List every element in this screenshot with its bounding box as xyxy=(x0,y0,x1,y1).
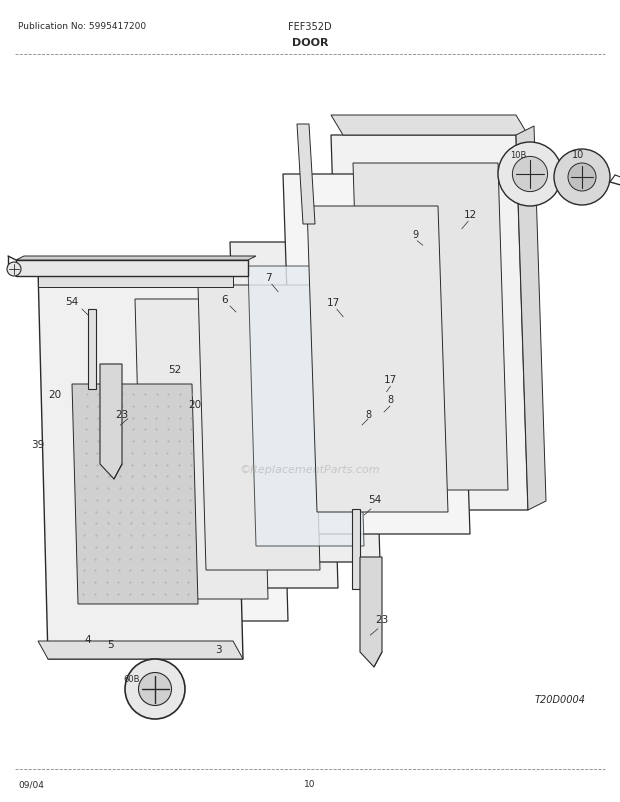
Circle shape xyxy=(554,150,610,206)
Polygon shape xyxy=(352,509,360,589)
Text: 54: 54 xyxy=(65,297,79,306)
Text: 10: 10 xyxy=(572,150,584,160)
Text: 20: 20 xyxy=(48,390,61,399)
Circle shape xyxy=(512,157,547,192)
Polygon shape xyxy=(88,310,96,390)
Text: 12: 12 xyxy=(463,210,477,220)
Polygon shape xyxy=(248,267,364,546)
Polygon shape xyxy=(38,265,243,269)
Text: 6: 6 xyxy=(222,294,228,305)
Circle shape xyxy=(7,263,21,277)
Polygon shape xyxy=(283,175,470,534)
Text: 8: 8 xyxy=(365,410,371,419)
Polygon shape xyxy=(516,127,546,510)
Polygon shape xyxy=(38,269,233,288)
Polygon shape xyxy=(297,125,315,225)
Polygon shape xyxy=(230,243,380,562)
Polygon shape xyxy=(307,207,448,512)
Text: 54: 54 xyxy=(368,494,382,504)
Text: DOOR: DOOR xyxy=(292,38,328,48)
Text: 52: 52 xyxy=(169,365,182,375)
Polygon shape xyxy=(135,300,268,599)
Polygon shape xyxy=(331,136,528,510)
Text: 8: 8 xyxy=(387,395,393,404)
Polygon shape xyxy=(331,115,528,136)
Polygon shape xyxy=(353,164,508,490)
Text: 4: 4 xyxy=(85,634,91,644)
Text: 17: 17 xyxy=(326,298,340,308)
Text: 39: 39 xyxy=(32,439,45,449)
Text: 23: 23 xyxy=(375,614,389,624)
Polygon shape xyxy=(16,261,248,277)
Polygon shape xyxy=(113,267,288,622)
Polygon shape xyxy=(38,269,243,659)
Circle shape xyxy=(138,673,172,706)
Text: 10: 10 xyxy=(304,780,316,788)
Text: 09/04: 09/04 xyxy=(18,780,44,788)
Polygon shape xyxy=(198,286,320,570)
Text: 10B: 10B xyxy=(510,150,526,160)
Text: 9: 9 xyxy=(412,229,418,240)
Text: T20D0004: T20D0004 xyxy=(534,695,585,704)
Text: ©ReplacementParts.com: ©ReplacementParts.com xyxy=(240,464,380,475)
Polygon shape xyxy=(72,384,198,604)
Text: 23: 23 xyxy=(115,410,128,419)
Text: 3: 3 xyxy=(215,644,221,654)
Circle shape xyxy=(568,164,596,192)
Text: 17: 17 xyxy=(383,375,397,384)
Text: 20: 20 xyxy=(188,399,202,410)
Text: Publication No: 5995417200: Publication No: 5995417200 xyxy=(18,22,146,31)
Circle shape xyxy=(498,143,562,207)
Text: 5: 5 xyxy=(107,639,113,649)
Text: FEF352D: FEF352D xyxy=(288,22,332,32)
Polygon shape xyxy=(38,642,243,659)
Polygon shape xyxy=(360,557,382,667)
Text: 60B: 60B xyxy=(124,674,140,683)
Polygon shape xyxy=(100,365,122,480)
Text: 7: 7 xyxy=(265,273,272,282)
Circle shape xyxy=(125,659,185,719)
Polygon shape xyxy=(178,259,338,588)
Polygon shape xyxy=(16,257,256,261)
